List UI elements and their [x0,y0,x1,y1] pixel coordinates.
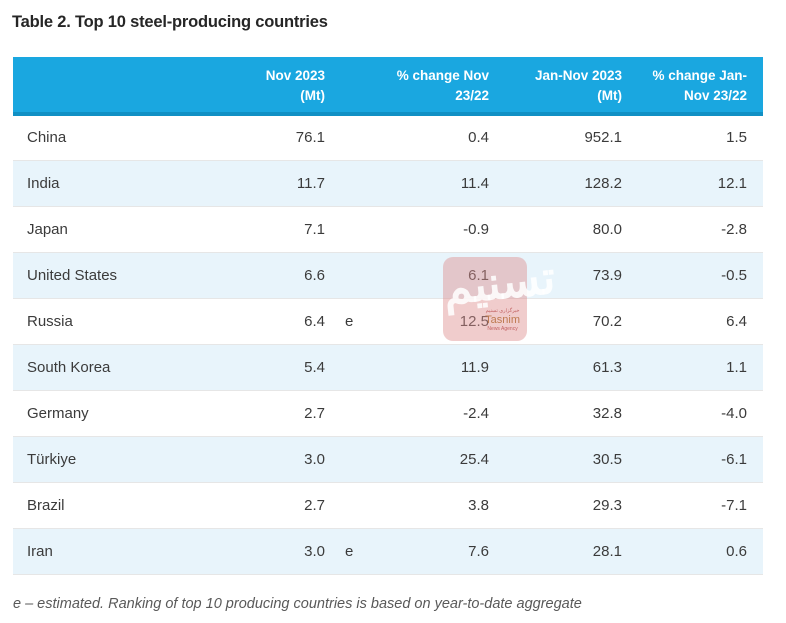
cell-jan-nov-mt: 70.2 [489,298,622,345]
cell-jan-nov-mt: 952.1 [489,114,622,161]
cell-jan-nov-mt: 29.3 [489,482,622,529]
cell-nov-mt: 6.4 [240,298,325,345]
cell-nov-mt: 5.4 [240,344,325,391]
cell-nov-mt: 2.7 [240,390,325,437]
cell-pct-nov: 3.8 [370,482,489,529]
cell-nov-mt: 76.1 [240,114,325,161]
cell-pct-jan-nov: 1.5 [622,114,763,161]
cell-jan-nov-mt: 32.8 [489,390,622,437]
cell-nov-mt: 7.1 [240,206,325,253]
cell-jan-nov-mt: 30.5 [489,436,622,483]
cell-jan-nov-mt: 28.1 [489,528,622,575]
page: Table 2. Top 10 steel-producing countrie… [0,13,786,623]
table-row: Japan 7.1 -0.9 80.0 -2.8 [13,206,763,253]
cell-nov-mt: 3.0 [240,528,325,575]
cell-nov-mt: 6.6 [240,252,325,299]
table-row: India 11.7 11.4 128.2 12.1 [13,160,763,207]
cell-pct-nov: 7.6 [370,528,489,575]
cell-pct-nov: 11.4 [370,160,489,207]
table-row: Türkiye 3.0 25.4 30.5 -6.1 [13,436,763,483]
cell-jan-nov-mt: 80.0 [489,206,622,253]
table-row: Iran 3.0 e 7.6 28.1 0.6 [13,528,763,575]
table-row: Germany 2.7 -2.4 32.8 -4.0 [13,390,763,437]
cell-note: e [325,528,370,575]
cell-country: Germany [13,390,240,437]
cell-note [325,252,370,299]
header-row: Nov 2023 (Mt) % change Nov 23/22 Jan-Nov… [13,57,763,116]
table-title: Table 2. Top 10 steel-producing countrie… [12,13,328,31]
steel-table-container: Nov 2023 (Mt) % change Nov 23/22 Jan-Nov… [13,57,763,575]
table-body: China 76.1 0.4 952.1 1.5 India 11.7 11.4 128.2 12… [13,114,763,575]
cell-country: Russia [13,298,240,345]
cell-pct-jan-nov: -2.8 [622,206,763,253]
cell-country: Türkiye [13,436,240,483]
table-row: Brazil 2.7 3.8 29.3 -7.1 [13,482,763,529]
cell-pct-jan-nov: 0.6 [622,528,763,575]
cell-pct-jan-nov: -7.1 [622,482,763,529]
cell-pct-nov: 11.9 [370,344,489,391]
table-row: Russia 6.4 e 12.5 70.2 6.4 [13,298,763,345]
cell-pct-jan-nov: 6.4 [622,298,763,345]
cell-country: China [13,114,240,161]
cell-pct-jan-nov: -4.0 [622,390,763,437]
cell-country: Brazil [13,482,240,529]
cell-note [325,114,370,161]
cell-jan-nov-mt: 73.9 [489,252,622,299]
cell-jan-nov-mt: 61.3 [489,344,622,391]
cell-country: India [13,160,240,207]
cell-country: Iran [13,528,240,575]
cell-nov-mt: 11.7 [240,160,325,207]
cell-country: South Korea [13,344,240,391]
cell-jan-nov-mt: 128.2 [489,160,622,207]
cell-note [325,436,370,483]
header-nov-2023-mt: Nov 2023 (Mt) [240,57,325,116]
cell-pct-jan-nov: 12.1 [622,160,763,207]
cell-nov-mt: 2.7 [240,482,325,529]
steel-production-table: Nov 2023 (Mt) % change Nov 23/22 Jan-Nov… [13,57,763,575]
table-row: China 76.1 0.4 952.1 1.5 [13,114,763,161]
cell-note [325,160,370,207]
header-pct-change-nov: % change Nov 23/22 [370,57,489,116]
cell-note [325,344,370,391]
cell-pct-jan-nov: -6.1 [622,436,763,483]
cell-pct-nov: -2.4 [370,390,489,437]
table-row: United States 6.6 6.1 73.9 -0.5 [13,252,763,299]
cell-note [325,390,370,437]
cell-country: United States [13,252,240,299]
cell-pct-nov: -0.9 [370,206,489,253]
cell-pct-nov: 12.5 [370,298,489,345]
cell-country: Japan [13,206,240,253]
cell-note [325,482,370,529]
cell-pct-jan-nov: -0.5 [622,252,763,299]
cell-note: e [325,298,370,345]
header-note [325,57,370,116]
cell-pct-jan-nov: 1.1 [622,344,763,391]
cell-note [325,206,370,253]
cell-pct-nov: 6.1 [370,252,489,299]
cell-pct-nov: 0.4 [370,114,489,161]
table-row: South Korea 5.4 11.9 61.3 1.1 [13,344,763,391]
header-pct-change-jan-nov: % change Jan- Nov 23/22 [622,57,763,116]
header-jan-nov-2023-mt: Jan-Nov 2023 (Mt) [489,57,622,116]
cell-pct-nov: 25.4 [370,436,489,483]
cell-nov-mt: 3.0 [240,436,325,483]
table-footnote: e – estimated. Ranking of top 10 produci… [13,595,582,612]
header-country [13,57,240,116]
